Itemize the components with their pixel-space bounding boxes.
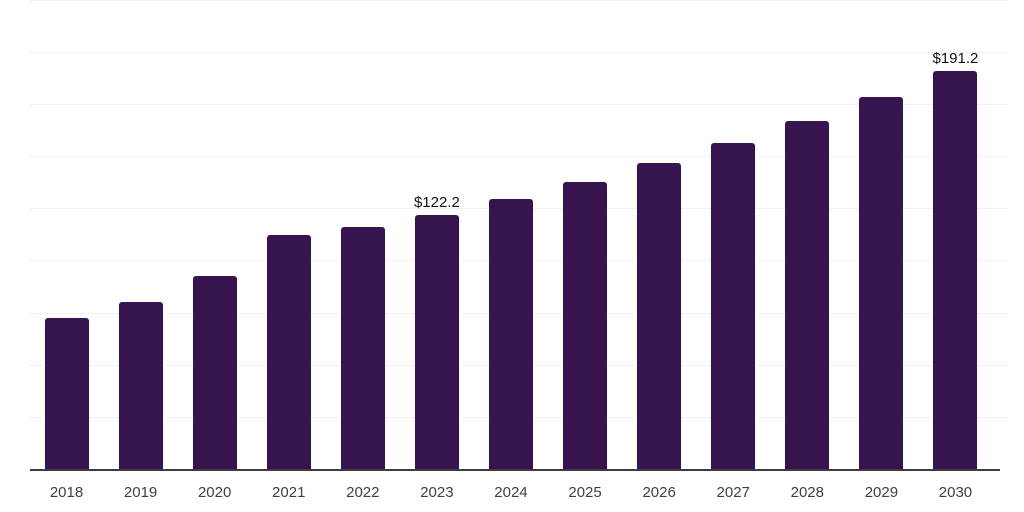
bar-2020[interactable]	[192, 275, 237, 470]
x-tick-label-2024: 2024	[494, 484, 528, 501]
bar-2026[interactable]	[637, 162, 682, 470]
gridline	[30, 156, 1009, 157]
bar-2021[interactable]	[266, 235, 311, 470]
gridline	[30, 51, 1009, 53]
bar-2028[interactable]	[785, 120, 830, 470]
gridline	[30, 0, 1009, 1]
bar-2019[interactable]	[118, 302, 163, 470]
bar-2018[interactable]	[44, 318, 89, 470]
x-tick-label-2025: 2025	[568, 484, 602, 501]
x-tick-label-2021: 2021	[272, 484, 306, 501]
plot-area: $122.2 $191.2	[30, 0, 1009, 470]
x-axis-line	[30, 469, 1000, 471]
x-tick-label-2027: 2027	[716, 484, 750, 501]
x-tick-label-2020: 2020	[197, 484, 232, 501]
bar-2023[interactable]	[414, 215, 459, 470]
bar-2030[interactable]	[933, 71, 978, 470]
x-tick-label-2018: 2018	[49, 484, 84, 501]
bar-2027[interactable]	[711, 143, 756, 470]
x-tick-label-2028: 2028	[790, 484, 824, 501]
value-label-2023: $122.2	[413, 194, 460, 212]
x-tick-label-2019: 2019	[123, 484, 158, 501]
value-label-2030: $191.2	[932, 50, 979, 68]
bar-2029[interactable]	[859, 96, 904, 470]
bar-2024[interactable]	[488, 198, 533, 470]
x-tick-label-2030: 2030	[938, 484, 973, 501]
x-tick-label-2026: 2026	[642, 484, 676, 501]
x-tick-label-2023: 2023	[420, 484, 454, 501]
bar-2025[interactable]	[563, 181, 608, 470]
x-tick-label-2029: 2029	[864, 484, 899, 501]
gridline	[30, 103, 1009, 105]
x-tick-label-2022: 2022	[346, 484, 380, 501]
bar-2022[interactable]	[340, 226, 385, 470]
